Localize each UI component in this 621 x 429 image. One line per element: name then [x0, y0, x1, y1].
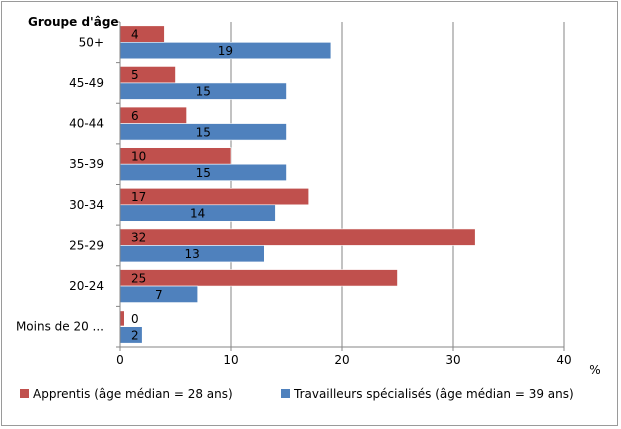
category-label-moins-de-20: Moins de 20 ...	[16, 320, 104, 334]
axes: 0 10 20 30 4050+45-4940-4435-3930-3425-2920-…	[16, 21, 572, 367]
data-label-apprentis-45-49: 5	[131, 68, 139, 82]
bar-apprentis-25-29	[119, 228, 476, 246]
data-label-travailleurs-moins-de-20: 2	[131, 328, 139, 342]
data-label-travailleurs-25-29: 13	[185, 247, 200, 261]
bar-apprentis-40-44	[119, 106, 187, 124]
bar-apprentis-30-34	[119, 188, 309, 206]
data-label-apprentis-25-29: 32	[131, 231, 146, 245]
legend: Apprentis (âge médian = 28 ans) Travaill…	[20, 387, 574, 401]
data-label-apprentis-moins-de-20: 0	[131, 312, 139, 326]
bars	[119, 25, 476, 344]
category-label-40-44: 40-44	[69, 117, 104, 131]
legend-label-travailleurs: Travailleurs spécialisés (âge médian = 3…	[293, 387, 574, 401]
data-label-apprentis-40-44: 6	[131, 109, 139, 123]
data-label-travailleurs-40-44: 15	[196, 125, 211, 139]
gridlines	[230, 22, 565, 347]
y-axis-title: Groupe d'âge	[28, 15, 119, 29]
x-axis-unit: %	[589, 363, 600, 377]
category-label-50: 50+	[79, 35, 104, 49]
data-label-travailleurs-20-24: 7	[155, 288, 163, 302]
x-tick-label-10: 10	[223, 353, 238, 367]
legend-swatch-travailleurs	[281, 389, 290, 398]
data-label-travailleurs-50: 19	[218, 44, 233, 58]
category-label-30-34: 30-34	[69, 198, 104, 212]
data-labels: 4 19 5 15 6 15 10 15 17 14 32 13 25 7 0 2	[131, 28, 233, 343]
x-tick-label-40: 40	[556, 353, 571, 367]
category-label-35-39: 35-39	[69, 157, 104, 171]
x-tick-label-0: 0	[116, 353, 124, 367]
data-label-travailleurs-30-34: 14	[190, 207, 205, 221]
legend-swatch-apprentis	[20, 389, 29, 398]
x-tick-label-20: 20	[334, 353, 349, 367]
bar-stub-moins-de-20	[120, 311, 124, 326]
bar-apprentis-50	[119, 25, 165, 43]
data-label-travailleurs-35-39: 15	[196, 166, 211, 180]
category-label-20-24: 20-24	[69, 279, 104, 293]
data-label-apprentis-35-39: 10	[131, 149, 146, 163]
category-label-25-29: 25-29	[69, 238, 104, 252]
data-label-apprentis-30-34: 17	[131, 190, 146, 204]
data-label-travailleurs-45-49: 15	[196, 85, 211, 99]
x-tick-label-30: 30	[445, 353, 460, 367]
legend-label-apprentis: Apprentis (âge médian = 28 ans)	[33, 387, 233, 401]
data-label-apprentis-50: 4	[131, 28, 139, 42]
bar-apprentis-20-24	[119, 269, 398, 287]
category-label-45-49: 45-49	[69, 76, 104, 90]
bar-apprentis-45-49	[119, 66, 176, 84]
data-label-apprentis-20-24: 25	[131, 271, 146, 285]
